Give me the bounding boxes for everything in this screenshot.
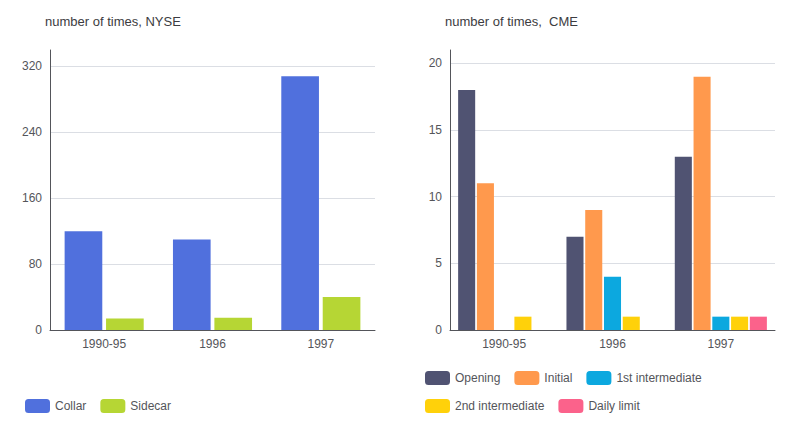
svg-text:10: 10: [429, 190, 443, 204]
svg-text:240: 240: [22, 125, 42, 139]
svg-text:160: 160: [22, 191, 42, 205]
svg-text:0: 0: [35, 323, 42, 337]
svg-text:number of times, NYSE: number of times, NYSE: [45, 14, 181, 29]
svg-text:1st intermediate: 1st intermediate: [616, 371, 702, 385]
svg-text:320: 320: [22, 59, 42, 73]
svg-text:1997: 1997: [307, 337, 334, 351]
svg-text:Daily limit: Daily limit: [588, 399, 640, 413]
svg-text:Collar: Collar: [55, 399, 86, 413]
svg-text:1990-95: 1990-95: [82, 337, 126, 351]
svg-text:15: 15: [429, 123, 443, 137]
svg-text:0: 0: [435, 323, 442, 337]
svg-text:5: 5: [435, 256, 442, 270]
svg-text:1996: 1996: [599, 337, 626, 351]
svg-text:1997: 1997: [707, 337, 734, 351]
svg-text:number of times, CME: number of times, CME: [445, 14, 578, 29]
svg-text:1996: 1996: [199, 337, 226, 351]
svg-text:Sidecar: Sidecar: [130, 399, 171, 413]
svg-text:1990-95: 1990-95: [482, 337, 526, 351]
svg-text:Initial: Initial: [544, 371, 572, 385]
svg-text:80: 80: [29, 257, 43, 271]
svg-text:Opening: Opening: [455, 371, 500, 385]
svg-text:2nd intermediate: 2nd intermediate: [455, 399, 545, 413]
svg-text:20: 20: [429, 56, 443, 70]
